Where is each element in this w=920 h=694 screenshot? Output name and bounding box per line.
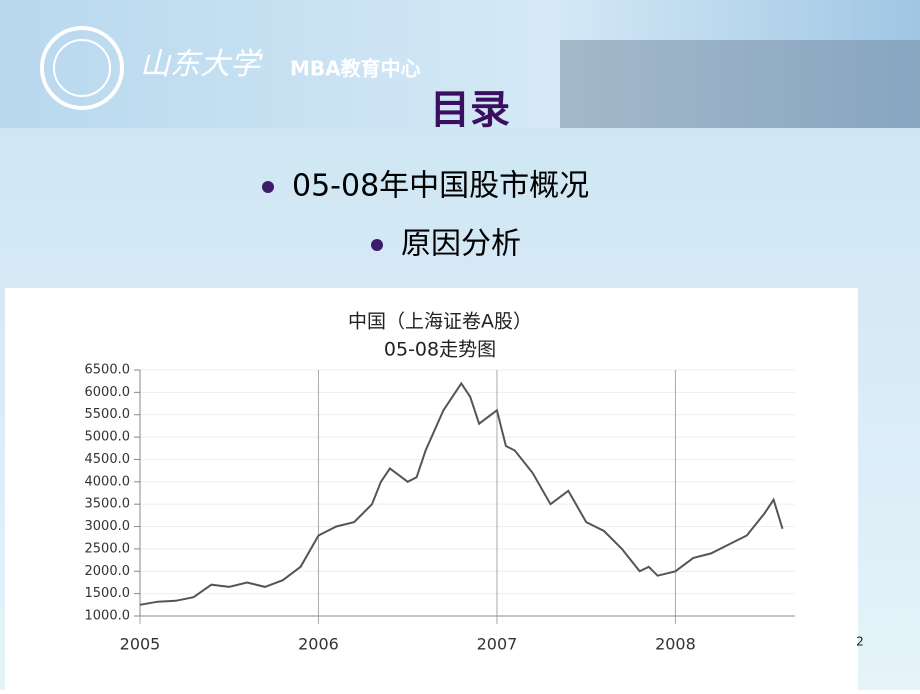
header-band: [0, 0, 920, 128]
y-tick-label: 6500.0: [85, 363, 131, 378]
logo-text: 山东大学: [140, 47, 263, 82]
y-tick-label: 1000.0: [85, 609, 131, 624]
price-line: [139, 381, 784, 606]
x-tick-label: 2006: [298, 635, 339, 654]
chart-subtitle: 05-08走势图: [384, 339, 496, 361]
y-tick-label: 1500.0: [85, 586, 131, 601]
y-tick-label: 6000.0: [85, 385, 131, 400]
chart-title: 中国（上海证卷A股）: [348, 311, 532, 333]
seal: [40, 26, 124, 110]
y-tick-label: 2500.0: [85, 541, 131, 556]
bullet-dot: [371, 239, 383, 251]
y-tick-label: 2000.0: [85, 564, 131, 579]
bullet: 原因分析: [401, 227, 521, 262]
slide-title: 目录: [430, 87, 510, 133]
center-text: MBA教育中心: [290, 57, 421, 81]
bullet: 05-08年中国股市概况: [292, 169, 589, 204]
y-tick-label: 3500.0: [85, 497, 131, 512]
y-tick-label: 4500.0: [85, 452, 131, 467]
y-tick-label: 5000.0: [85, 430, 131, 445]
y-tick-label: 5500.0: [85, 407, 131, 422]
seal-inner: [53, 39, 111, 97]
bullet-dot: [262, 181, 274, 193]
y-tick-label: 4000.0: [85, 474, 131, 489]
x-tick-label: 2007: [477, 635, 518, 654]
y-tick-label: 3000.0: [85, 519, 131, 534]
photo: [560, 40, 920, 128]
chart-panel: [5, 288, 858, 690]
page-number: 2: [856, 635, 864, 649]
x-tick-label: 2005: [120, 635, 161, 654]
x-tick-label: 2008: [655, 635, 696, 654]
